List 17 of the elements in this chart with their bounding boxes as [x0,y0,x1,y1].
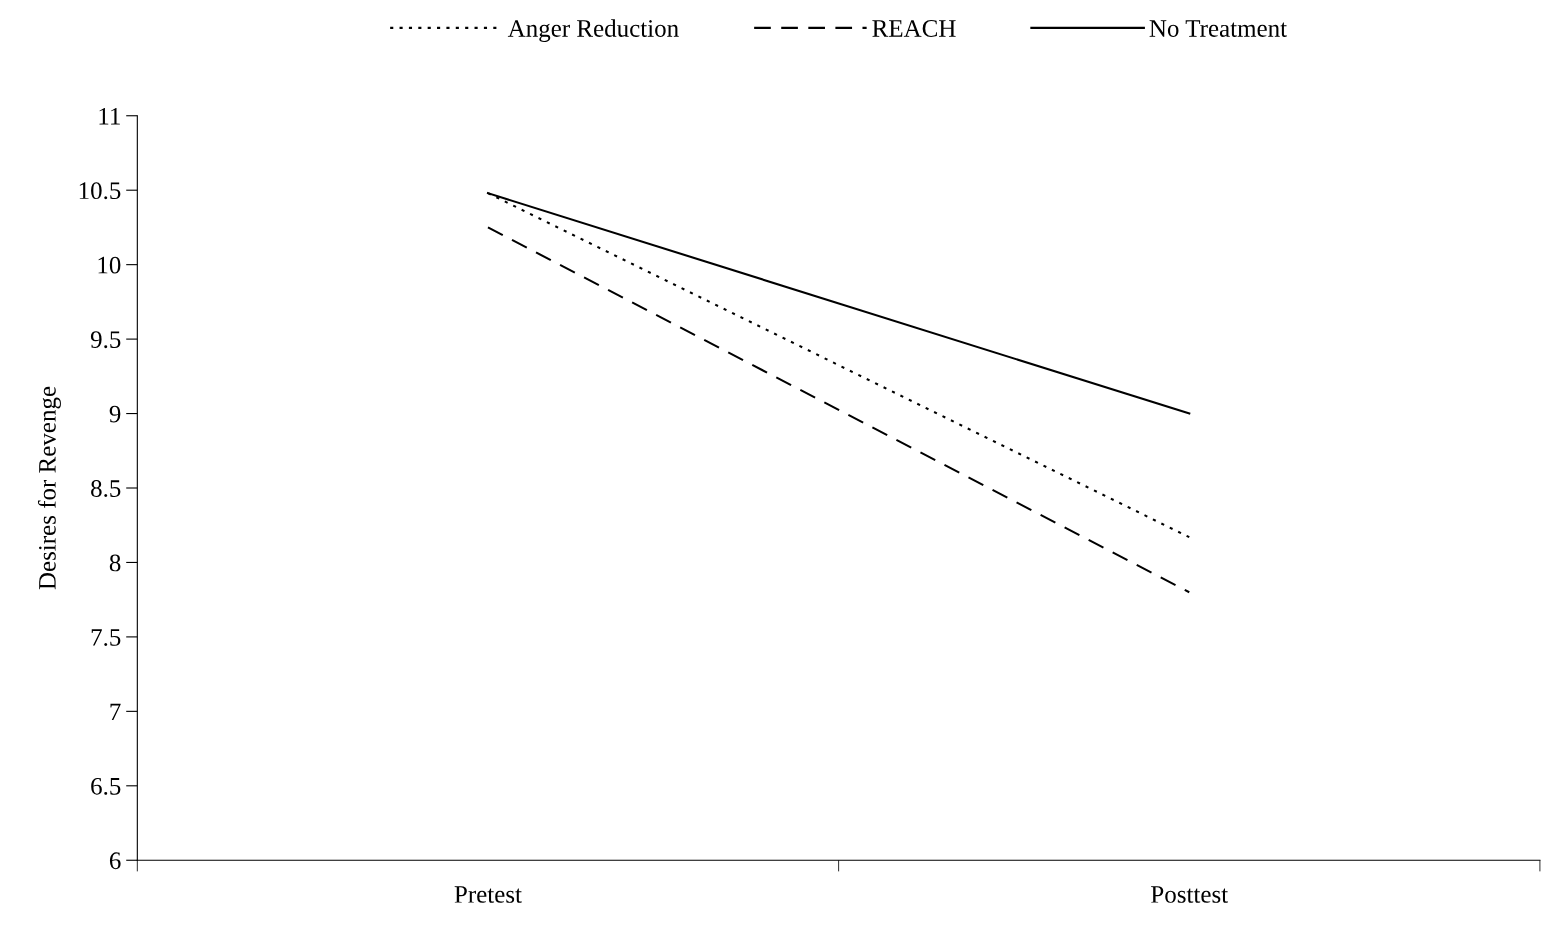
y-tick-label: 9 [109,405,121,423]
y-tick-label: 6.5 [91,777,121,795]
x-tick-label: Posttest [1151,886,1229,903]
legend-label: No Treatment [1149,20,1287,37]
y-tick-label: 6 [109,852,121,870]
y-tick-label: 11 [99,107,120,125]
y-tick-label: 10 [98,256,121,274]
y-tick-label: 7 [110,703,121,721]
y-axis-title: Desires for Revenge [37,386,61,590]
y-tick-label: 9.5 [90,331,121,349]
x-tick-label: Pretest [454,886,522,903]
legend-label: Anger Reduction [507,19,679,43]
y-tick-label: 8 [109,554,121,572]
legend-label: REACH [872,20,956,37]
y-tick-label: 8.5 [91,480,121,498]
y-tick-label: 10.5 [79,182,121,200]
y-tick-label: 7.5 [91,629,121,646]
